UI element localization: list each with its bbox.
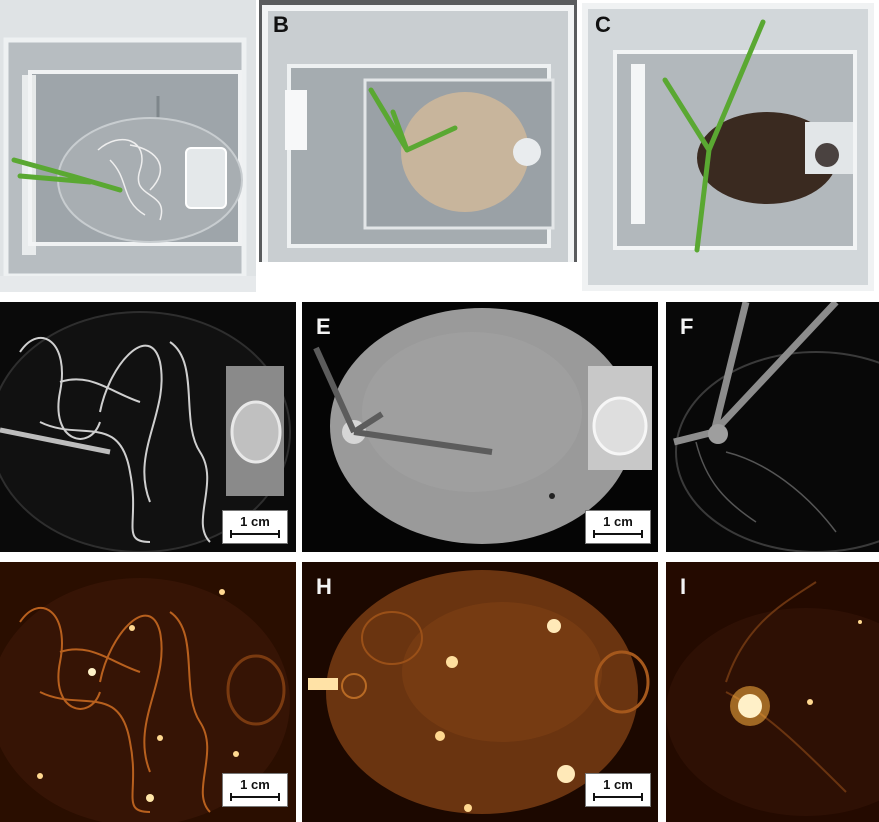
panel-a — [0, 0, 256, 292]
scale-bar-label: 1 cm — [603, 514, 633, 529]
scale-bar-line — [593, 530, 643, 538]
panel-c: C — [581, 0, 879, 292]
panel-label-h: H — [316, 574, 332, 599]
panel-label-i: I — [680, 574, 687, 599]
panel-label-f: F — [680, 314, 694, 339]
scale-bar-label: 1 cm — [240, 777, 270, 792]
panel-label-e: E — [316, 314, 331, 339]
panel-g: 1 cm — [0, 562, 296, 822]
xray-sand — [302, 302, 658, 552]
photo-agar-rhizobox — [0, 0, 256, 292]
panel-label-c: C — [595, 12, 611, 37]
panel-e: E 1 cm — [302, 302, 658, 552]
panel-b: B — [259, 0, 577, 292]
scale-bar-e: 1 cm — [585, 510, 651, 544]
panel-h: H 1 cm — [302, 562, 658, 822]
scale-bar-label: 1 cm — [240, 514, 270, 529]
xray-soil — [666, 302, 879, 552]
photo-sand-rhizobox — [259, 0, 577, 292]
scale-bar-line — [593, 793, 643, 801]
scale-bar-g: 1 cm — [222, 773, 288, 807]
scale-bar-d: 1 cm — [222, 510, 288, 544]
photo-soil-rhizobox — [581, 0, 879, 292]
panel-i: I — [666, 562, 879, 822]
scale-bar-label: 1 cm — [603, 777, 633, 792]
scale-bar-line — [230, 793, 280, 801]
panel-label-b: B — [273, 12, 289, 37]
panel-f: F — [666, 302, 879, 552]
scale-bar-line — [230, 530, 280, 538]
panel-d: 1 cm — [0, 302, 296, 552]
scale-bar-h: 1 cm — [585, 773, 651, 807]
neutron-soil — [666, 562, 879, 822]
